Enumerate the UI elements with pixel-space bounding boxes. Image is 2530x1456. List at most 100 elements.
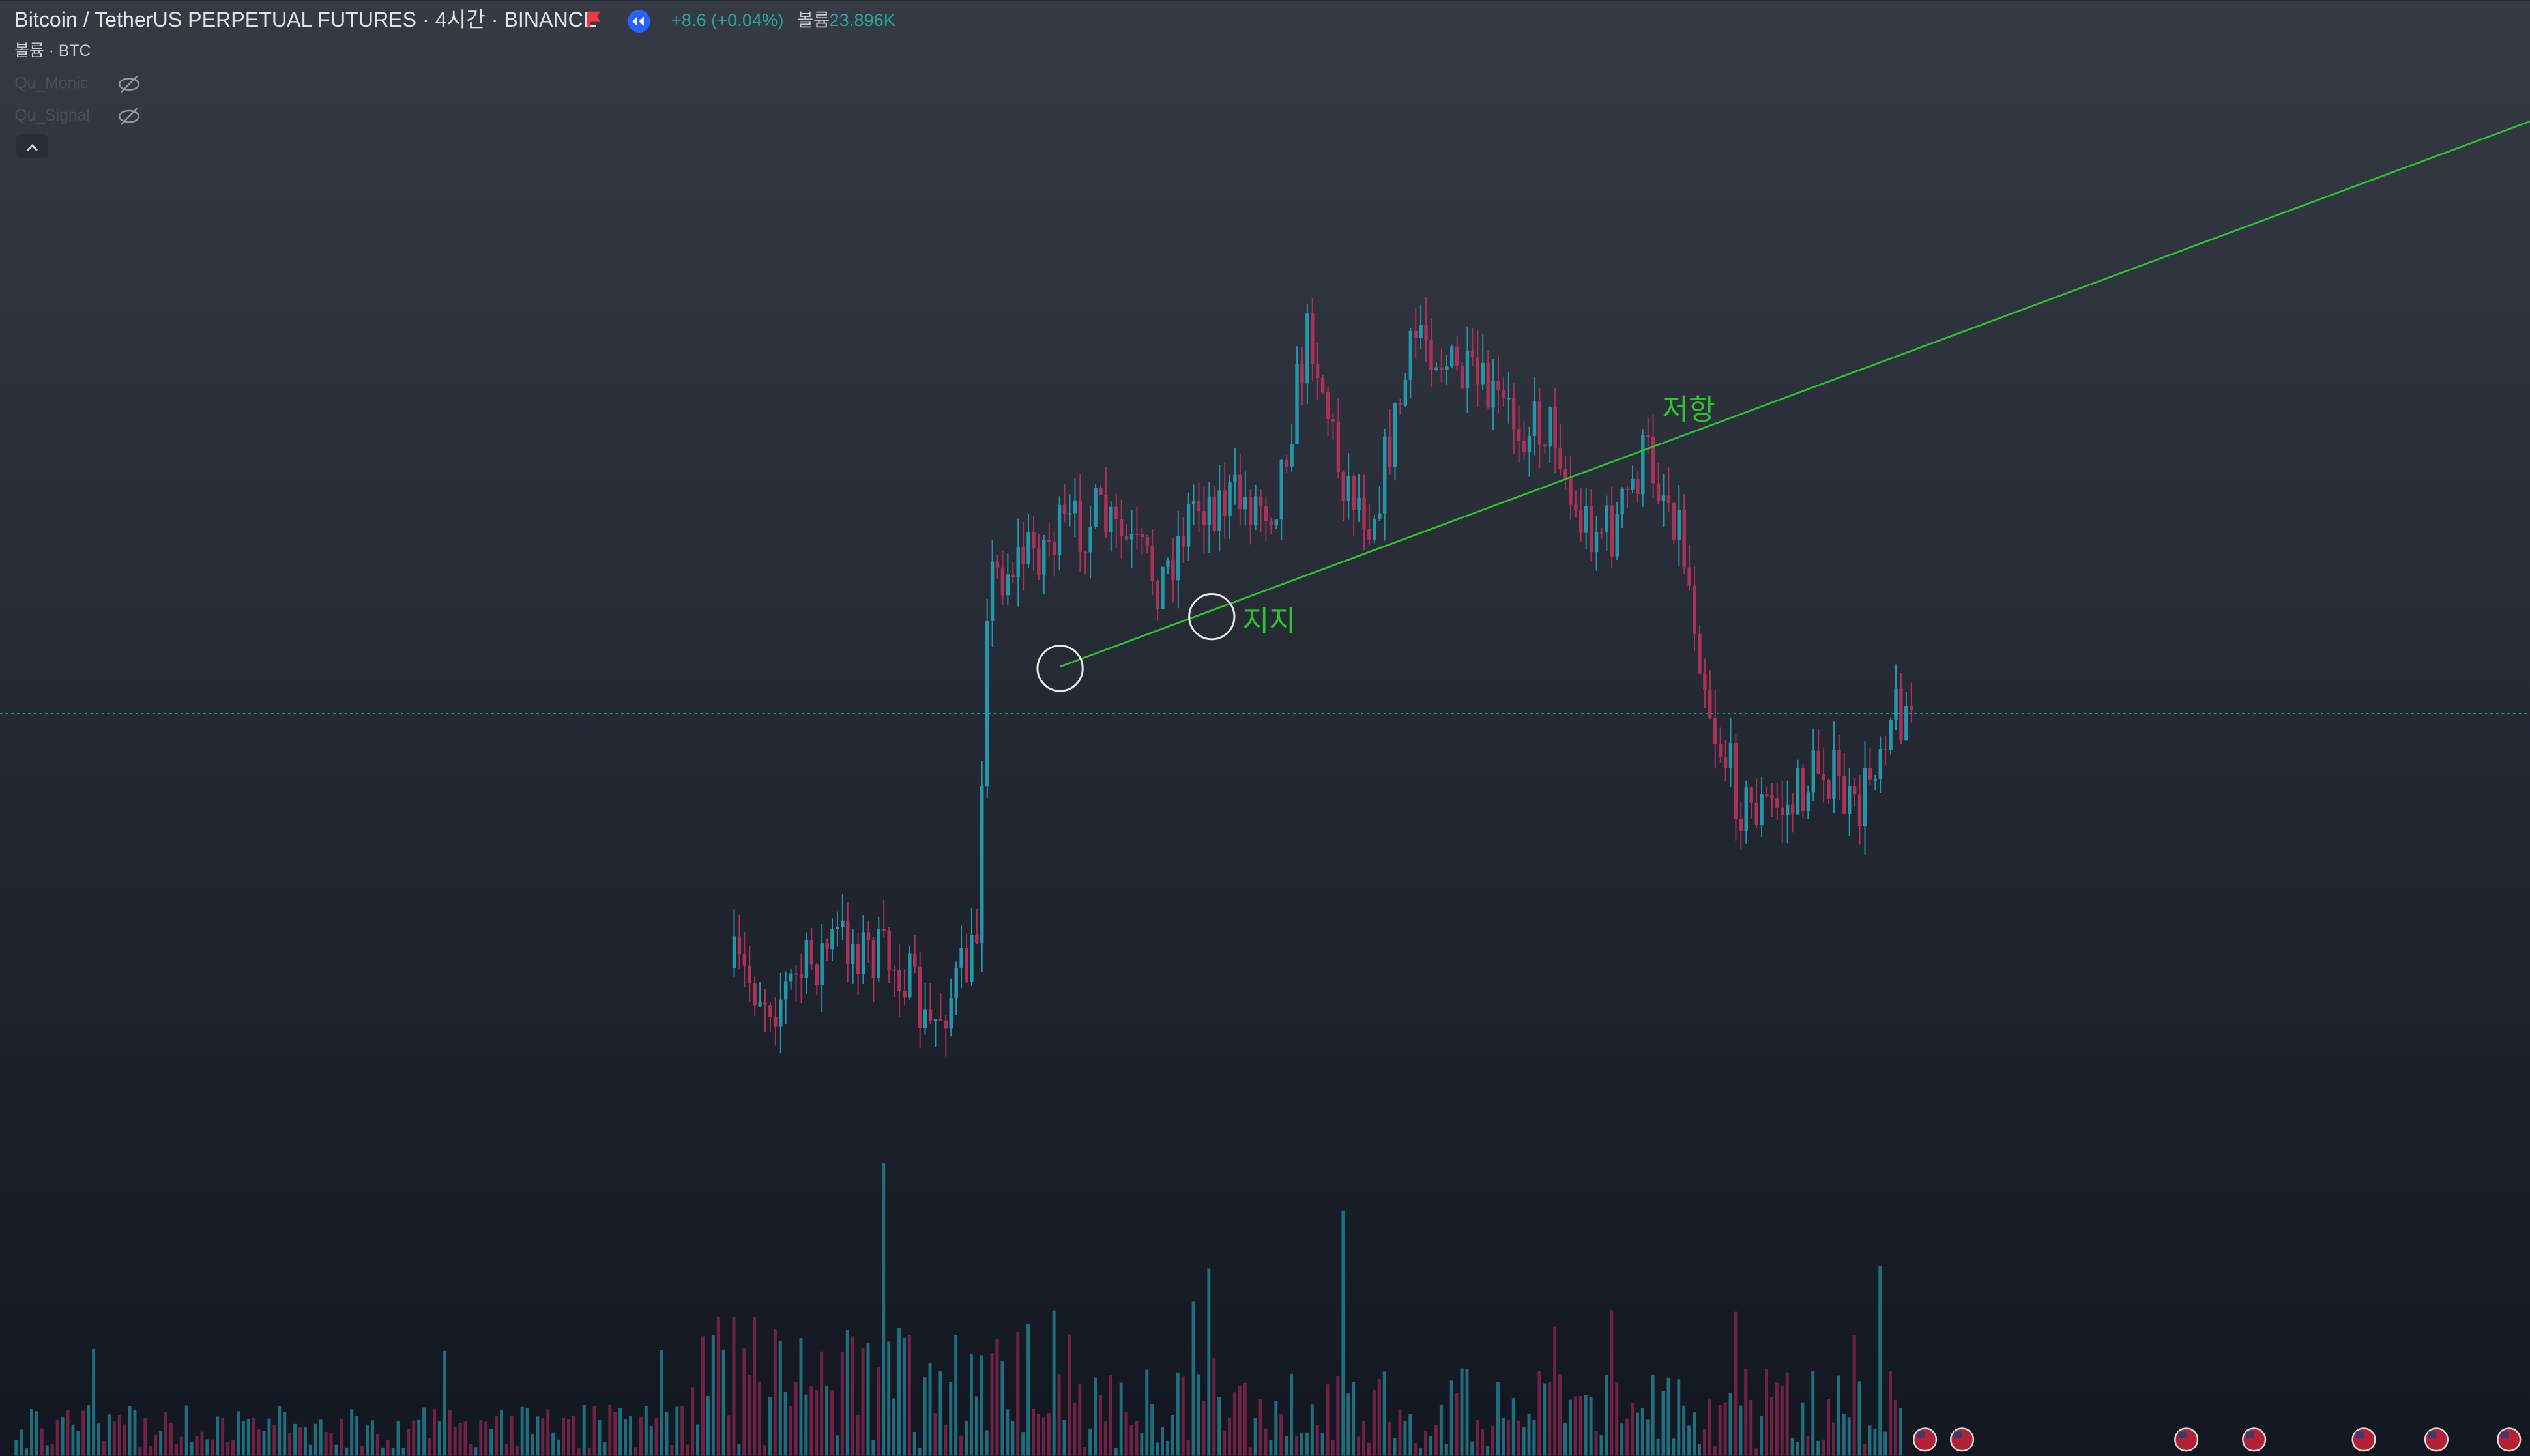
candle-body [1677, 510, 1681, 540]
volume-bar [1553, 1326, 1557, 1456]
candle-body [841, 920, 845, 927]
candle-body [1083, 551, 1087, 553]
candle-body [1253, 496, 1258, 525]
volume-bar [30, 1408, 34, 1456]
candle-body [1408, 330, 1413, 380]
volume-bar [1119, 1382, 1123, 1456]
support-label: 지지 [1242, 605, 1296, 637]
volume-bar [484, 1421, 488, 1456]
candle-body [1398, 403, 1403, 406]
candle-body [1311, 313, 1315, 364]
volume-bar [1341, 1210, 1345, 1456]
candles [732, 297, 1913, 1057]
event-flag-canton [2355, 1431, 2364, 1438]
candle-body [1631, 478, 1635, 490]
volume-bar [768, 1397, 772, 1456]
volume-bar [1481, 1429, 1485, 1456]
volume-label: 볼륨 [797, 10, 830, 30]
volume-bar [1620, 1423, 1624, 1456]
volume-bar [551, 1432, 555, 1456]
candle-body [1264, 506, 1268, 521]
volume-bar [453, 1426, 457, 1456]
candle-body [1032, 532, 1036, 549]
candle-body [1636, 478, 1640, 495]
volume-bar [1599, 1435, 1603, 1456]
candle-body [1104, 495, 1108, 532]
volume-bar [1346, 1393, 1350, 1456]
volume-bar [489, 1429, 493, 1456]
volume-bar [1578, 1395, 1582, 1456]
volume-bar [639, 1416, 643, 1456]
volume-bar [954, 1334, 958, 1456]
volume-bar [1041, 1417, 1045, 1456]
volume-bar [965, 1421, 968, 1456]
candle-body [1129, 533, 1134, 540]
candle-body [1594, 532, 1599, 553]
candle-body [1522, 441, 1526, 452]
candle-body [892, 969, 896, 971]
candle-body [1837, 750, 1841, 776]
volume-bar [1672, 1438, 1676, 1456]
volume-bar [308, 1444, 312, 1456]
volume-bar [1372, 1390, 1376, 1456]
candle-body [1904, 706, 1908, 741]
event-flag-canton [2501, 1431, 2509, 1438]
candle-body [753, 983, 757, 1006]
volume-bar [1548, 1382, 1552, 1456]
volume-bar [216, 1416, 220, 1456]
candle-body [928, 1009, 933, 1021]
volume-bar [665, 1412, 669, 1456]
candle-body [1285, 459, 1288, 467]
volume-bar [1232, 1392, 1236, 1456]
candle-body [1382, 436, 1387, 514]
volume-bar [401, 1448, 405, 1456]
candle-body [1176, 536, 1180, 581]
candle-body [1429, 339, 1433, 370]
volume-bar [112, 1421, 116, 1456]
candle-body [732, 936, 736, 968]
candle-body [877, 929, 881, 978]
candle-body [1460, 365, 1464, 388]
volume-bar [1161, 1427, 1165, 1456]
candle-body [1656, 483, 1661, 501]
event-flag-canton [1954, 1431, 1962, 1438]
volume-bar [691, 1387, 695, 1456]
volume-bar [1522, 1427, 1526, 1456]
volume-bar [1558, 1374, 1562, 1456]
volume-bar [55, 1420, 59, 1456]
volume-bar [179, 1436, 183, 1456]
volume-bar [195, 1436, 199, 1456]
volume-bar [742, 1348, 746, 1456]
volume-bar [1486, 1446, 1490, 1456]
indicator-label: Qu_Signal [14, 107, 90, 124]
candle-body [1315, 363, 1320, 379]
volume-bar [428, 1438, 431, 1456]
volume-bar [737, 1444, 741, 1456]
candle-body [1770, 795, 1774, 799]
volume-bar [1253, 1418, 1257, 1456]
volume-bar [1320, 1432, 1324, 1456]
volume-bar [1506, 1420, 1510, 1456]
volume-bar [546, 1409, 550, 1456]
volume-bar [313, 1423, 317, 1456]
volume-bar [840, 1352, 844, 1456]
volume-bar [1868, 1425, 1872, 1456]
volume-bar [1109, 1375, 1112, 1456]
candle-body [1548, 407, 1552, 447]
hidden-icons[interactable] [118, 75, 140, 125]
candle-body [763, 1002, 767, 1006]
candle-body [1615, 514, 1619, 557]
volume-bar [1032, 1408, 1035, 1456]
candle-body [887, 931, 891, 970]
candle-body [1440, 367, 1444, 370]
volume-bar [1842, 1413, 1846, 1456]
volume-bar [1016, 1332, 1020, 1456]
volume-bars [14, 1163, 1902, 1456]
candle-body [1646, 435, 1650, 437]
volume-bar [92, 1348, 96, 1456]
candle-body [1713, 718, 1717, 744]
candle-body [1228, 481, 1232, 516]
volume-bar [407, 1429, 411, 1456]
